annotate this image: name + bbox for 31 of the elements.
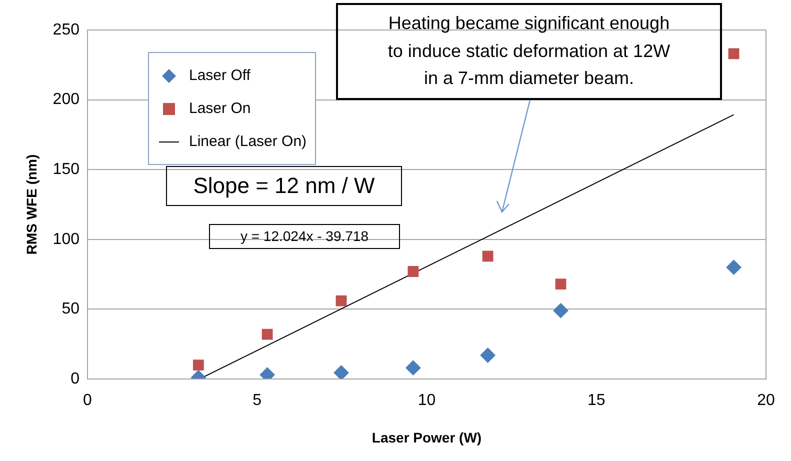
legend-label: Laser On [189,100,251,117]
legend-label: Laser Off [189,67,250,84]
y-tick-label: 100 [52,230,80,248]
y-tick-label: 250 [52,21,80,38]
point [480,348,496,363]
y-tick-label: 200 [52,91,80,108]
point [408,266,419,277]
point [336,295,347,306]
point [406,360,421,376]
x-tick-label: 5 [252,392,262,410]
point [482,250,494,262]
point [728,48,740,60]
x-tick-label: 20 [757,392,775,410]
point [262,328,273,340]
legend-label: Linear (Laser On) [189,133,307,150]
annotation: Heating became significant enough to induce static deformation at 12W in a 7-mm diameter beam. [336,3,722,100]
x-axis-title: Laser Power (W) [372,429,482,446]
point [553,303,568,318]
y-tick-label: 50 [62,300,80,318]
x-tick-label: 0 [83,392,92,410]
x-tick-label: 10 [418,392,436,410]
point [555,278,566,290]
point [334,365,349,379]
y-tick-label: 0 [70,370,80,388]
x-tick-label: 15 [587,392,606,410]
annotation: Slope = 12 nm / W [166,166,402,206]
y-axis-title: RMS WFE (nm) [23,154,40,255]
point [726,260,742,275]
y-tick-label: 150 [52,161,80,178]
point [192,360,204,370]
annotation: y = 12.024x - 39.718 [209,224,400,249]
